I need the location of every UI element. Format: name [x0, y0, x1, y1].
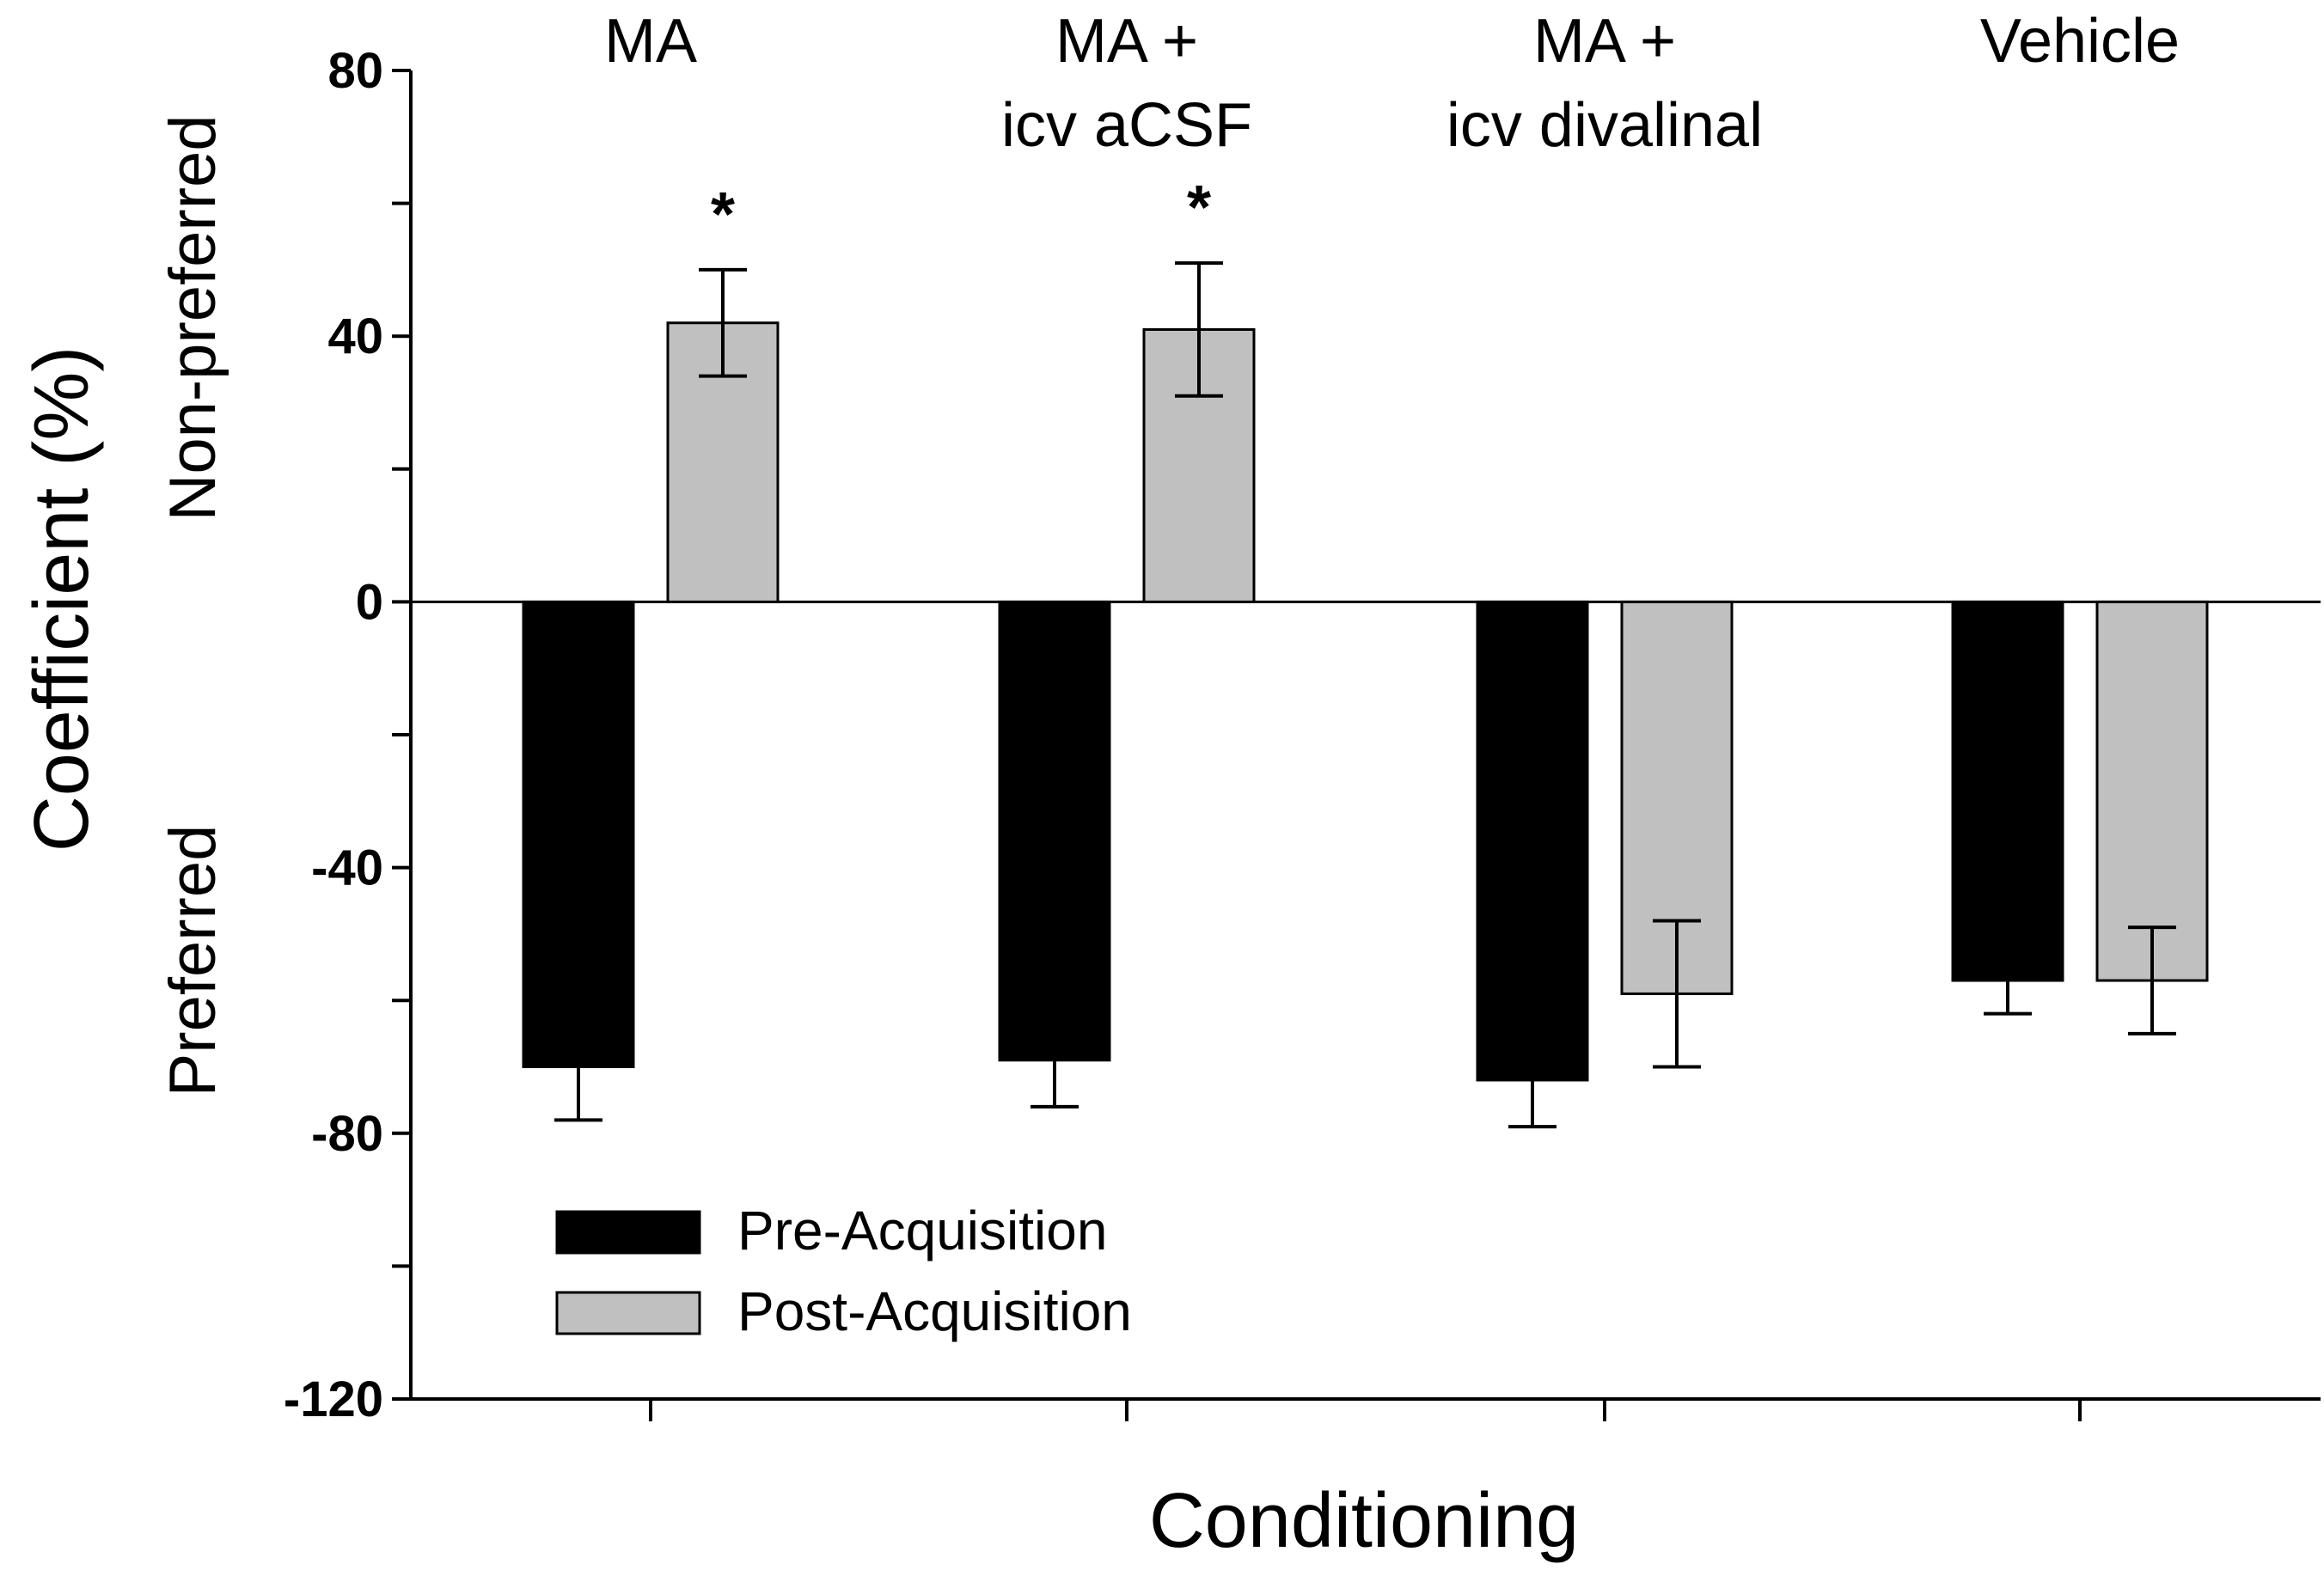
- y-tick-label: 0: [356, 574, 383, 630]
- category-label: MA: [604, 7, 697, 76]
- significance-marker: *: [1187, 174, 1211, 242]
- category-label: Vehicle: [1980, 7, 2180, 76]
- legend-swatch-pre: [555, 1210, 701, 1255]
- category-label: MA +: [1055, 7, 1198, 76]
- legend-label-pre: Pre-Acquisition: [737, 1200, 1107, 1261]
- y-tick-label: -120: [284, 1371, 383, 1427]
- y-tick-label: 40: [327, 309, 383, 364]
- bars: [522, 321, 2209, 1082]
- y-tick-label: 80: [327, 43, 383, 99]
- legend-swatch-post: [555, 1291, 701, 1335]
- error-bars: [554, 261, 2176, 1129]
- x-axis-title: Conditioning: [1149, 1478, 1579, 1564]
- bar-pre-acquisition: [1476, 600, 1589, 1082]
- legend-label-post: Post-Acquisition: [737, 1280, 1132, 1342]
- bar-pre-acquisition: [998, 600, 1111, 1062]
- y-direction-bottom-label: Preferred: [156, 825, 229, 1097]
- significance-marker: *: [711, 180, 735, 249]
- bar-pre-acquisition: [1951, 600, 2064, 982]
- bar-post-acquisition: [2095, 600, 2209, 982]
- category-label: icv aCSF: [1001, 91, 1252, 160]
- y-tick-label: -80: [311, 1106, 383, 1162]
- y-direction-top-label: Non-preferred: [156, 114, 229, 521]
- category-label: MA +: [1533, 7, 1676, 76]
- bar-pre-acquisition: [522, 600, 635, 1068]
- labels: 80 40 0 -40 -80 -120 MA MA + icv aCSF MA + icv div…: [19, 7, 2180, 1564]
- legend: Pre-Acquisition Post-Acquisition: [555, 1200, 1132, 1342]
- y-tick-label: -40: [311, 840, 383, 896]
- category-label: icv divalinal: [1446, 91, 1763, 160]
- y-axis-title: Coefficient (%): [19, 346, 105, 852]
